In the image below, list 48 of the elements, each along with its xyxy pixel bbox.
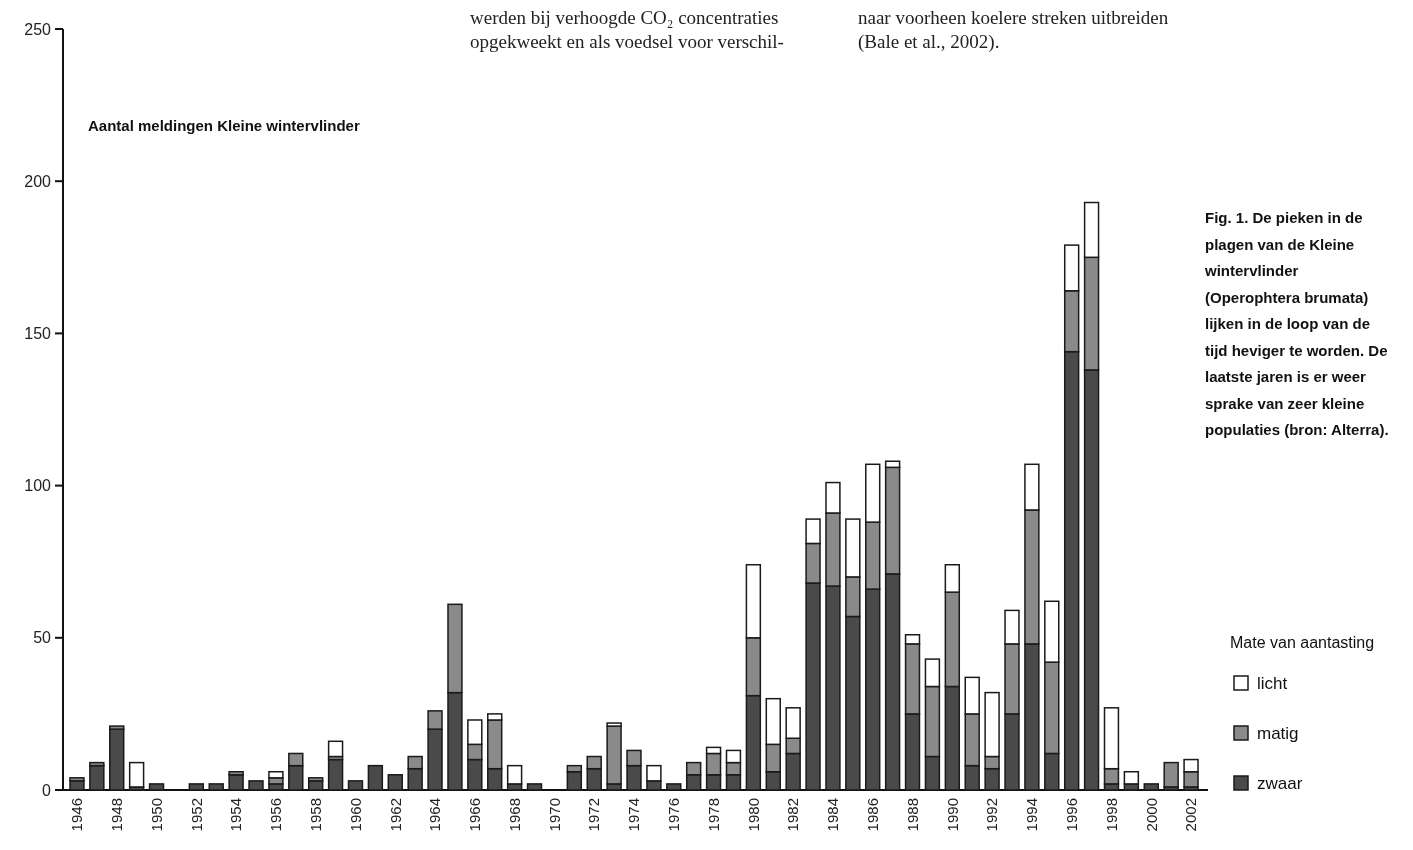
text: naar voorheen koelere streken uitbreiden (858, 6, 1169, 28)
legend-title: Mate van aantasting (1230, 634, 1375, 651)
x-tick-label: 2000 (1142, 798, 1160, 832)
bar (128, 761, 145, 788)
bar (1163, 761, 1179, 788)
y-tick-label: 250 (24, 20, 52, 38)
y-tick-label: 200 (24, 172, 52, 190)
x-tick-label: 1990 (943, 798, 961, 832)
text: werden bij verhoogde CO₂ concentraties (470, 6, 779, 28)
x-tick-label: 1958 (306, 798, 324, 832)
x-tick-label: 1954 (227, 798, 245, 832)
legend-label: matig (1257, 723, 1299, 743)
x-tick-label: 1964 (426, 798, 444, 832)
x-tick-label: 1986 (863, 798, 881, 832)
x-tick-label: 1968 (505, 798, 523, 832)
legend-label: zwaar (1257, 773, 1303, 793)
x-tick-label: 1952 (187, 798, 205, 832)
y-tick-label: 150 (24, 325, 52, 342)
x-tick-label: 1994 (1023, 798, 1041, 832)
x-tick-label: 1956 (267, 798, 285, 832)
y-tick-label: 100 (24, 477, 52, 495)
x-tick-label: 1982 (784, 798, 802, 832)
x-tick-label: 1972 (585, 798, 603, 832)
x-tick-label: 1984 (824, 798, 842, 832)
x-tick-label: 1960 (346, 798, 364, 832)
x-tick-label: 1948 (107, 798, 125, 832)
x-tick-label: 1992 (983, 798, 1001, 832)
bar (327, 740, 344, 758)
x-tick-label: 1950 (147, 798, 165, 832)
y-axis-title: Aantal meldingen Kleine wintervlinder (88, 116, 360, 134)
legend-label: licht (1257, 673, 1288, 693)
text: Fig. 1. De pieken in de plagen van de Kleine wintervlinder (Operophtera brumata) lijken in de loop van de tijd heviger te worden. De laatste jaren is er weer sprake van zeer kleine populaties (bron: Alterra). (1205, 209, 1389, 438)
x-tick-label: 1974 (625, 798, 643, 832)
annotation: opgekweekt en als voedsel voor verschil- (470, 30, 784, 52)
x-tick-label: 1946 (68, 798, 86, 832)
x-tick-label: 1998 (1102, 798, 1120, 832)
x-tick-label: 1996 (1062, 798, 1080, 832)
x-tick-label: 1976 (665, 798, 683, 832)
y-tick-label: 50 (33, 629, 52, 647)
x-tick-label: 2002 (1182, 798, 1200, 832)
x-tick-label: 1970 (545, 798, 563, 832)
x-tick-label: 1978 (704, 798, 722, 832)
x-tick-label: 1966 (466, 798, 484, 832)
x-tick-label: 1962 (386, 798, 404, 832)
y-tick-label: 0 (42, 781, 52, 799)
annotation: (Bale et al., 2002). (858, 30, 1000, 53)
x-tick-label: 1980 (744, 798, 762, 832)
x-tick-label: 1988 (903, 798, 921, 832)
